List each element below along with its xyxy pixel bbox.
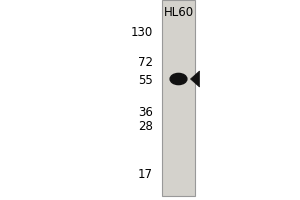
Text: 55: 55 bbox=[138, 73, 153, 86]
Text: 36: 36 bbox=[138, 106, 153, 118]
Ellipse shape bbox=[170, 73, 187, 85]
Bar bbox=[162, 0, 195, 196]
Text: 28: 28 bbox=[138, 119, 153, 132]
Polygon shape bbox=[190, 71, 200, 87]
Text: HL60: HL60 bbox=[164, 6, 194, 19]
Text: 17: 17 bbox=[138, 168, 153, 180]
Text: 72: 72 bbox=[138, 55, 153, 68]
Text: 130: 130 bbox=[131, 25, 153, 38]
